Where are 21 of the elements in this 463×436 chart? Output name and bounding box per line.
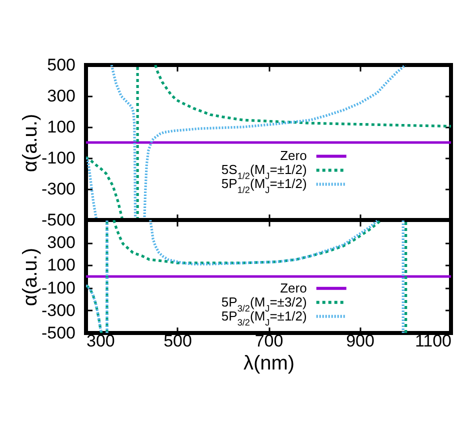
y-tick-label: 300 — [47, 86, 76, 106]
y-tick-label: -500 — [41, 324, 76, 342]
legend-label: Zero — [280, 148, 307, 164]
x-axis-title: λ(nm) — [243, 352, 295, 374]
x-tick-label: 300 — [86, 332, 115, 350]
y-axis-title: α(a.u.) — [19, 114, 42, 172]
y-tick-label: 100 — [47, 256, 76, 275]
y-tick-label: 100 — [47, 118, 76, 136]
y-axis-title: α(a.u.) — [19, 248, 42, 306]
x-tick-label: 900 — [346, 332, 374, 350]
y-tick-label: -300 — [41, 180, 76, 198]
x-tick-label: 700 — [254, 332, 284, 350]
x-tick-label: 1100 — [414, 332, 452, 350]
y-tick-label: 500 — [47, 56, 76, 74]
y-tick-label: -100 — [41, 148, 76, 168]
legend-label: Zero — [280, 280, 307, 296]
y-tick-label: -300 — [41, 300, 76, 320]
y-tick-label: 300 — [47, 233, 76, 252]
x-tick-label: 500 — [164, 332, 192, 350]
y-tick-label: -100 — [41, 278, 76, 298]
y-tick-label: -500 — [41, 210, 76, 230]
